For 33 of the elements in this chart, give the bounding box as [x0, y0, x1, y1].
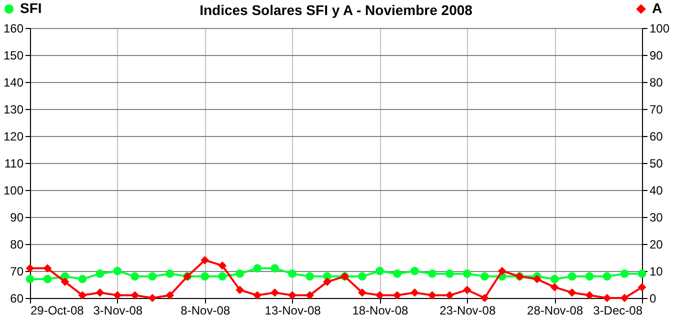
y2-tick-label: 30 — [650, 210, 664, 224]
y-tick-label: 100 — [3, 184, 24, 198]
y-tick-label: 90 — [10, 210, 24, 224]
y2-tick-label: 10 — [650, 264, 664, 278]
y2-tick-label: 50 — [650, 156, 664, 170]
x-tick-label: 13-Nov-08 — [264, 304, 322, 318]
x-tick-label: 23-Nov-08 — [440, 304, 496, 318]
y-tick-label: 60 — [10, 292, 24, 306]
y-tick-label: 110 — [4, 156, 24, 170]
y2-tick-label: 60 — [650, 130, 664, 144]
y-tick-label: 150 — [3, 48, 24, 62]
y2-tick-label: 0 — [650, 292, 656, 306]
chart-title: Indices Solares SFI y A - Noviembre 2008 — [200, 2, 473, 18]
y2-tick-label: 80 — [650, 76, 664, 90]
y2-tick-label: 90 — [650, 48, 664, 62]
y-tick-label: 120 — [3, 130, 24, 144]
y-tick-label: 70 — [10, 264, 24, 278]
y2-tick-label: 20 — [650, 238, 664, 252]
x-tick-label: 3-Nov-08 — [93, 304, 143, 318]
y2-tick-label: 70 — [650, 102, 664, 116]
y-tick-label: 130 — [3, 102, 24, 116]
x-tick-label: 8-Nov-08 — [180, 304, 230, 318]
x-tick-label: 29-Oct-08 — [30, 304, 84, 318]
legend-label: A — [652, 0, 662, 16]
y-tick-label: 160 — [3, 22, 24, 36]
y2-tick-label: 40 — [650, 184, 664, 198]
legend-label: SFI — [20, 0, 42, 16]
y-tick-label: 80 — [10, 238, 24, 252]
x-tick-label: 28-Nov-08 — [527, 304, 584, 318]
y-tick-label: 140 — [3, 76, 24, 90]
x-tick-label: 18-Nov-08 — [352, 304, 409, 318]
y2-tick-label: 100 — [650, 22, 670, 36]
x-tick-label: 3-Dec-08 — [593, 304, 643, 318]
